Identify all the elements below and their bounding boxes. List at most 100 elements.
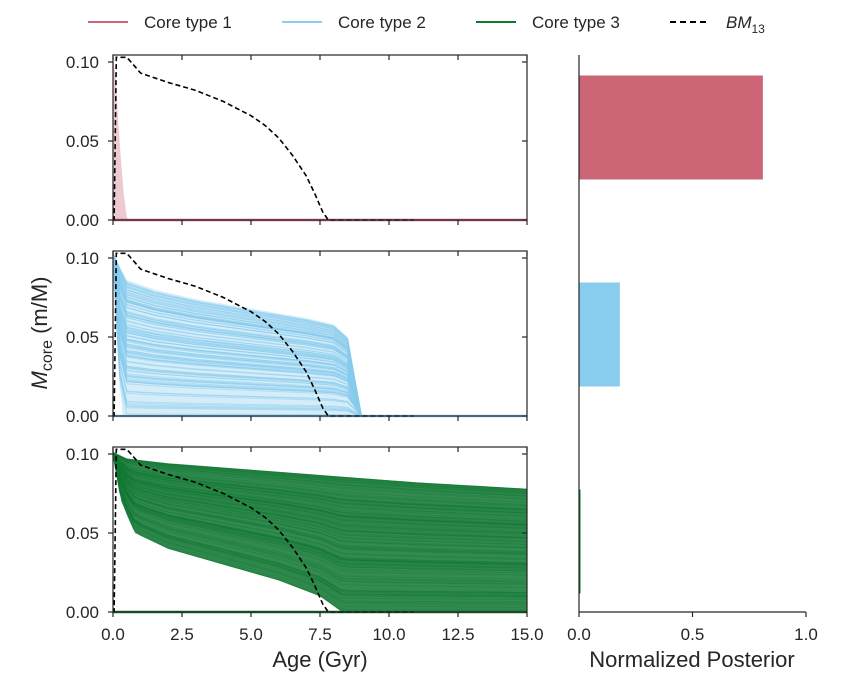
- model-trace: [112, 453, 528, 565]
- panel-core-type-2: 0.00 0.05 0.10: [66, 249, 528, 426]
- model-traces: [112, 253, 527, 418]
- model-trace: [112, 452, 528, 532]
- model-trace: [112, 452, 528, 534]
- model-trace: [112, 453, 527, 610]
- model-trace: [112, 452, 528, 509]
- legend-label: BM13: [726, 13, 765, 36]
- model-trace: [112, 453, 527, 598]
- model-trace: [112, 453, 528, 594]
- x-axis-title-age: Age (Gyr): [272, 647, 367, 672]
- model-trace: [112, 452, 528, 497]
- model-trace: [112, 453, 528, 553]
- y-axis-title-subscript: core: [39, 340, 56, 371]
- model-trace: [112, 452, 528, 540]
- model-trace: [112, 453, 528, 605]
- y-axis-title-symbol: M: [27, 370, 52, 389]
- model-trace: [112, 452, 528, 529]
- model-trace: [112, 453, 528, 556]
- model-trace: [112, 453, 528, 569]
- model-trace: [112, 452, 528, 541]
- envelope-fill: [113, 57, 527, 220]
- model-trace: [112, 452, 528, 522]
- model-trace: [112, 453, 528, 554]
- model-trace: [112, 452, 528, 495]
- model-trace: [112, 453, 528, 580]
- legend-label: Core type 1: [144, 13, 232, 32]
- model-trace: [112, 452, 528, 528]
- model-trace: [112, 452, 528, 499]
- model-trace: [112, 452, 528, 501]
- y-tick-label: 0.10: [66, 249, 99, 268]
- bar-x-tick-label: 1.0: [794, 625, 818, 644]
- y-tick-label: 0.05: [66, 132, 99, 151]
- model-trace: [112, 453, 527, 608]
- bar-x-tick-label: 0.5: [681, 625, 705, 644]
- y-tick-label: 0.05: [66, 524, 99, 543]
- model-trace: [112, 452, 528, 535]
- model-trace: [112, 452, 528, 494]
- model-trace: [112, 452, 528, 536]
- bm13-line: [113, 252, 414, 417]
- legend-label: Core type 3: [532, 13, 620, 32]
- model-trace: [112, 453, 527, 597]
- model-trace: [112, 453, 528, 583]
- model-trace: [112, 453, 528, 603]
- model-trace: [112, 452, 528, 529]
- model-trace: [112, 452, 528, 513]
- model-trace: [112, 452, 528, 546]
- model-trace: [112, 452, 528, 530]
- model-trace: [112, 452, 528, 523]
- model-trace: [112, 452, 528, 545]
- model-trace: [112, 452, 528, 515]
- legend-label-base: BM: [726, 13, 752, 32]
- model-trace: [112, 452, 528, 511]
- legend-item: BM13: [670, 13, 765, 36]
- x-tick-label: 0.0: [101, 625, 125, 644]
- model-trace: [112, 453, 528, 571]
- y-tick-label: 0.00: [66, 211, 99, 230]
- x-tick-label: 2.5: [170, 625, 194, 644]
- model-trace: [112, 452, 528, 517]
- model-trace: [112, 453, 528, 552]
- model-trace: [112, 453, 527, 595]
- model-trace: [112, 452, 528, 526]
- model-trace: [112, 453, 528, 565]
- model-trace: [112, 452, 528, 494]
- model-trace: [112, 452, 528, 510]
- model-trace: [112, 453, 528, 567]
- model-trace: [112, 453, 528, 576]
- model-trace: [112, 452, 528, 533]
- posterior-bar-2: [579, 282, 620, 387]
- model-trace: [112, 452, 528, 514]
- y-tick-label: 0.05: [66, 328, 99, 347]
- model-trace: [112, 453, 528, 555]
- model-trace: [112, 451, 528, 491]
- model-trace: [112, 453, 528, 570]
- model-trace: [112, 452, 528, 508]
- posterior-bar-panel: 0.0 0.5 1.0: [567, 55, 818, 644]
- model-trace: [112, 452, 528, 514]
- model-trace: [112, 453, 528, 582]
- model-trace: [112, 452, 528, 522]
- model-trace: [112, 452, 528, 511]
- x-tick-label: 10.0: [372, 625, 405, 644]
- model-trace: [112, 453, 528, 565]
- model-trace: [112, 452, 528, 539]
- model-traces: [113, 57, 527, 222]
- y-tick-label: 0.00: [66, 407, 99, 426]
- model-trace: [112, 452, 528, 511]
- posterior-bar-3: [579, 489, 581, 594]
- bar-x-tick-label: 0.0: [567, 625, 591, 644]
- model-trace: [112, 452, 528, 519]
- model-trace: [112, 452, 528, 507]
- model-trace: [112, 452, 528, 525]
- model-trace: [112, 452, 528, 511]
- model-trace: [112, 452, 528, 538]
- model-trace: [112, 452, 528, 514]
- x-tick-label: 7.5: [308, 625, 332, 644]
- x-tick-label: 12.5: [441, 625, 474, 644]
- model-trace: [112, 452, 528, 496]
- bm13-line: [113, 448, 414, 613]
- model-trace: [112, 452, 528, 503]
- model-trace: [112, 453, 528, 549]
